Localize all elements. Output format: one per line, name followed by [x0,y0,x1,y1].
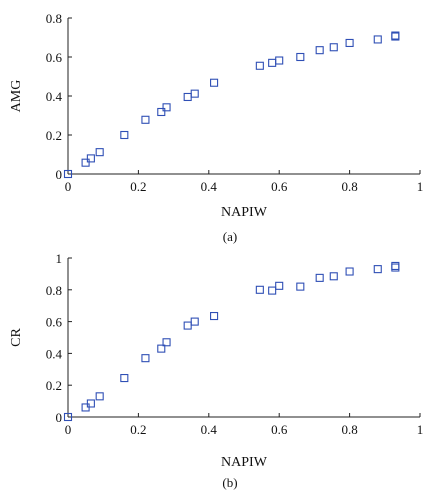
data-point [391,261,400,271]
data-point [86,399,95,408]
data-point [268,286,277,295]
y-axis-title: CR [9,328,24,347]
x-tick-label: 1 [417,422,424,437]
chart-panel-a: 0 0.2 0.4 0.6 0.8 1 0 0.2 0.4 0.6 0.8 NAPIW AMG (a) [9,11,423,244]
data-point [141,354,150,363]
data-point [81,158,90,167]
data-point [120,373,129,383]
y-tick-label: 0.2 [46,378,62,393]
data-point [210,78,219,87]
y-tick-label: 0.8 [46,283,62,298]
x-tick-label: 1 [417,179,424,194]
panel-caption: (a) [223,229,237,244]
data-point [296,52,305,62]
data-point [95,148,104,157]
data-point [210,311,219,321]
data-point [183,92,192,102]
data-point [329,272,338,281]
chart-panel-b: 0 0.2 0.4 0.6 0.8 1 0 0.2 0.4 0.6 0.8 1 NAPIW CR (b) [9,251,423,490]
data-point [157,344,166,353]
y-tick-label: 0.6 [46,315,63,330]
y-tick-label: 0 [56,410,63,425]
data-point [120,130,129,140]
y-tick-label: 1 [56,251,63,266]
data-point [315,46,324,55]
x-tick-label: 0.6 [271,179,288,194]
data-point [95,392,104,401]
data-point [63,412,73,422]
x-tick-label: 0 [65,422,72,437]
data-point [345,267,354,276]
x-axis-title: NAPIW [221,455,268,470]
data-point [391,31,400,40]
y-tick-label: 0 [56,167,63,182]
data-point [162,338,171,347]
x-axis-title: NAPIW [221,205,268,220]
data-point [162,103,171,112]
data-point [275,56,284,65]
data-point [255,61,264,70]
data-point [268,58,277,67]
y-tick-label: 0.2 [46,128,62,143]
data-point [373,265,382,274]
x-tick-label: 0.2 [130,422,146,437]
y-tick-label: 0.8 [46,11,62,26]
data-point [190,317,199,326]
data-point [373,35,382,44]
data-point [296,282,305,291]
data-point [255,285,264,294]
x-tick-label: 0.8 [341,422,357,437]
data-point [190,89,199,98]
y-tick-label: 0.6 [46,50,63,65]
data-point [329,43,338,52]
y-axis-title: AMG [9,80,24,113]
panel-caption: (b) [222,475,237,490]
y-tick-label: 0.4 [46,346,63,361]
data-point [315,273,324,282]
data-point [345,38,354,48]
data-point [157,107,166,117]
y-tick-label: 0.4 [46,89,63,104]
x-tick-label: 0.2 [130,179,146,194]
x-tick-label: 0.4 [201,422,218,437]
x-tick-label: 0.4 [201,179,218,194]
x-tick-label: 0.8 [341,179,357,194]
data-point [86,154,95,163]
x-tick-label: 0.6 [271,422,288,437]
data-point [141,115,150,124]
data-point [183,321,192,330]
data-point [63,169,73,179]
data-point [275,281,284,290]
x-tick-label: 0 [65,179,72,194]
